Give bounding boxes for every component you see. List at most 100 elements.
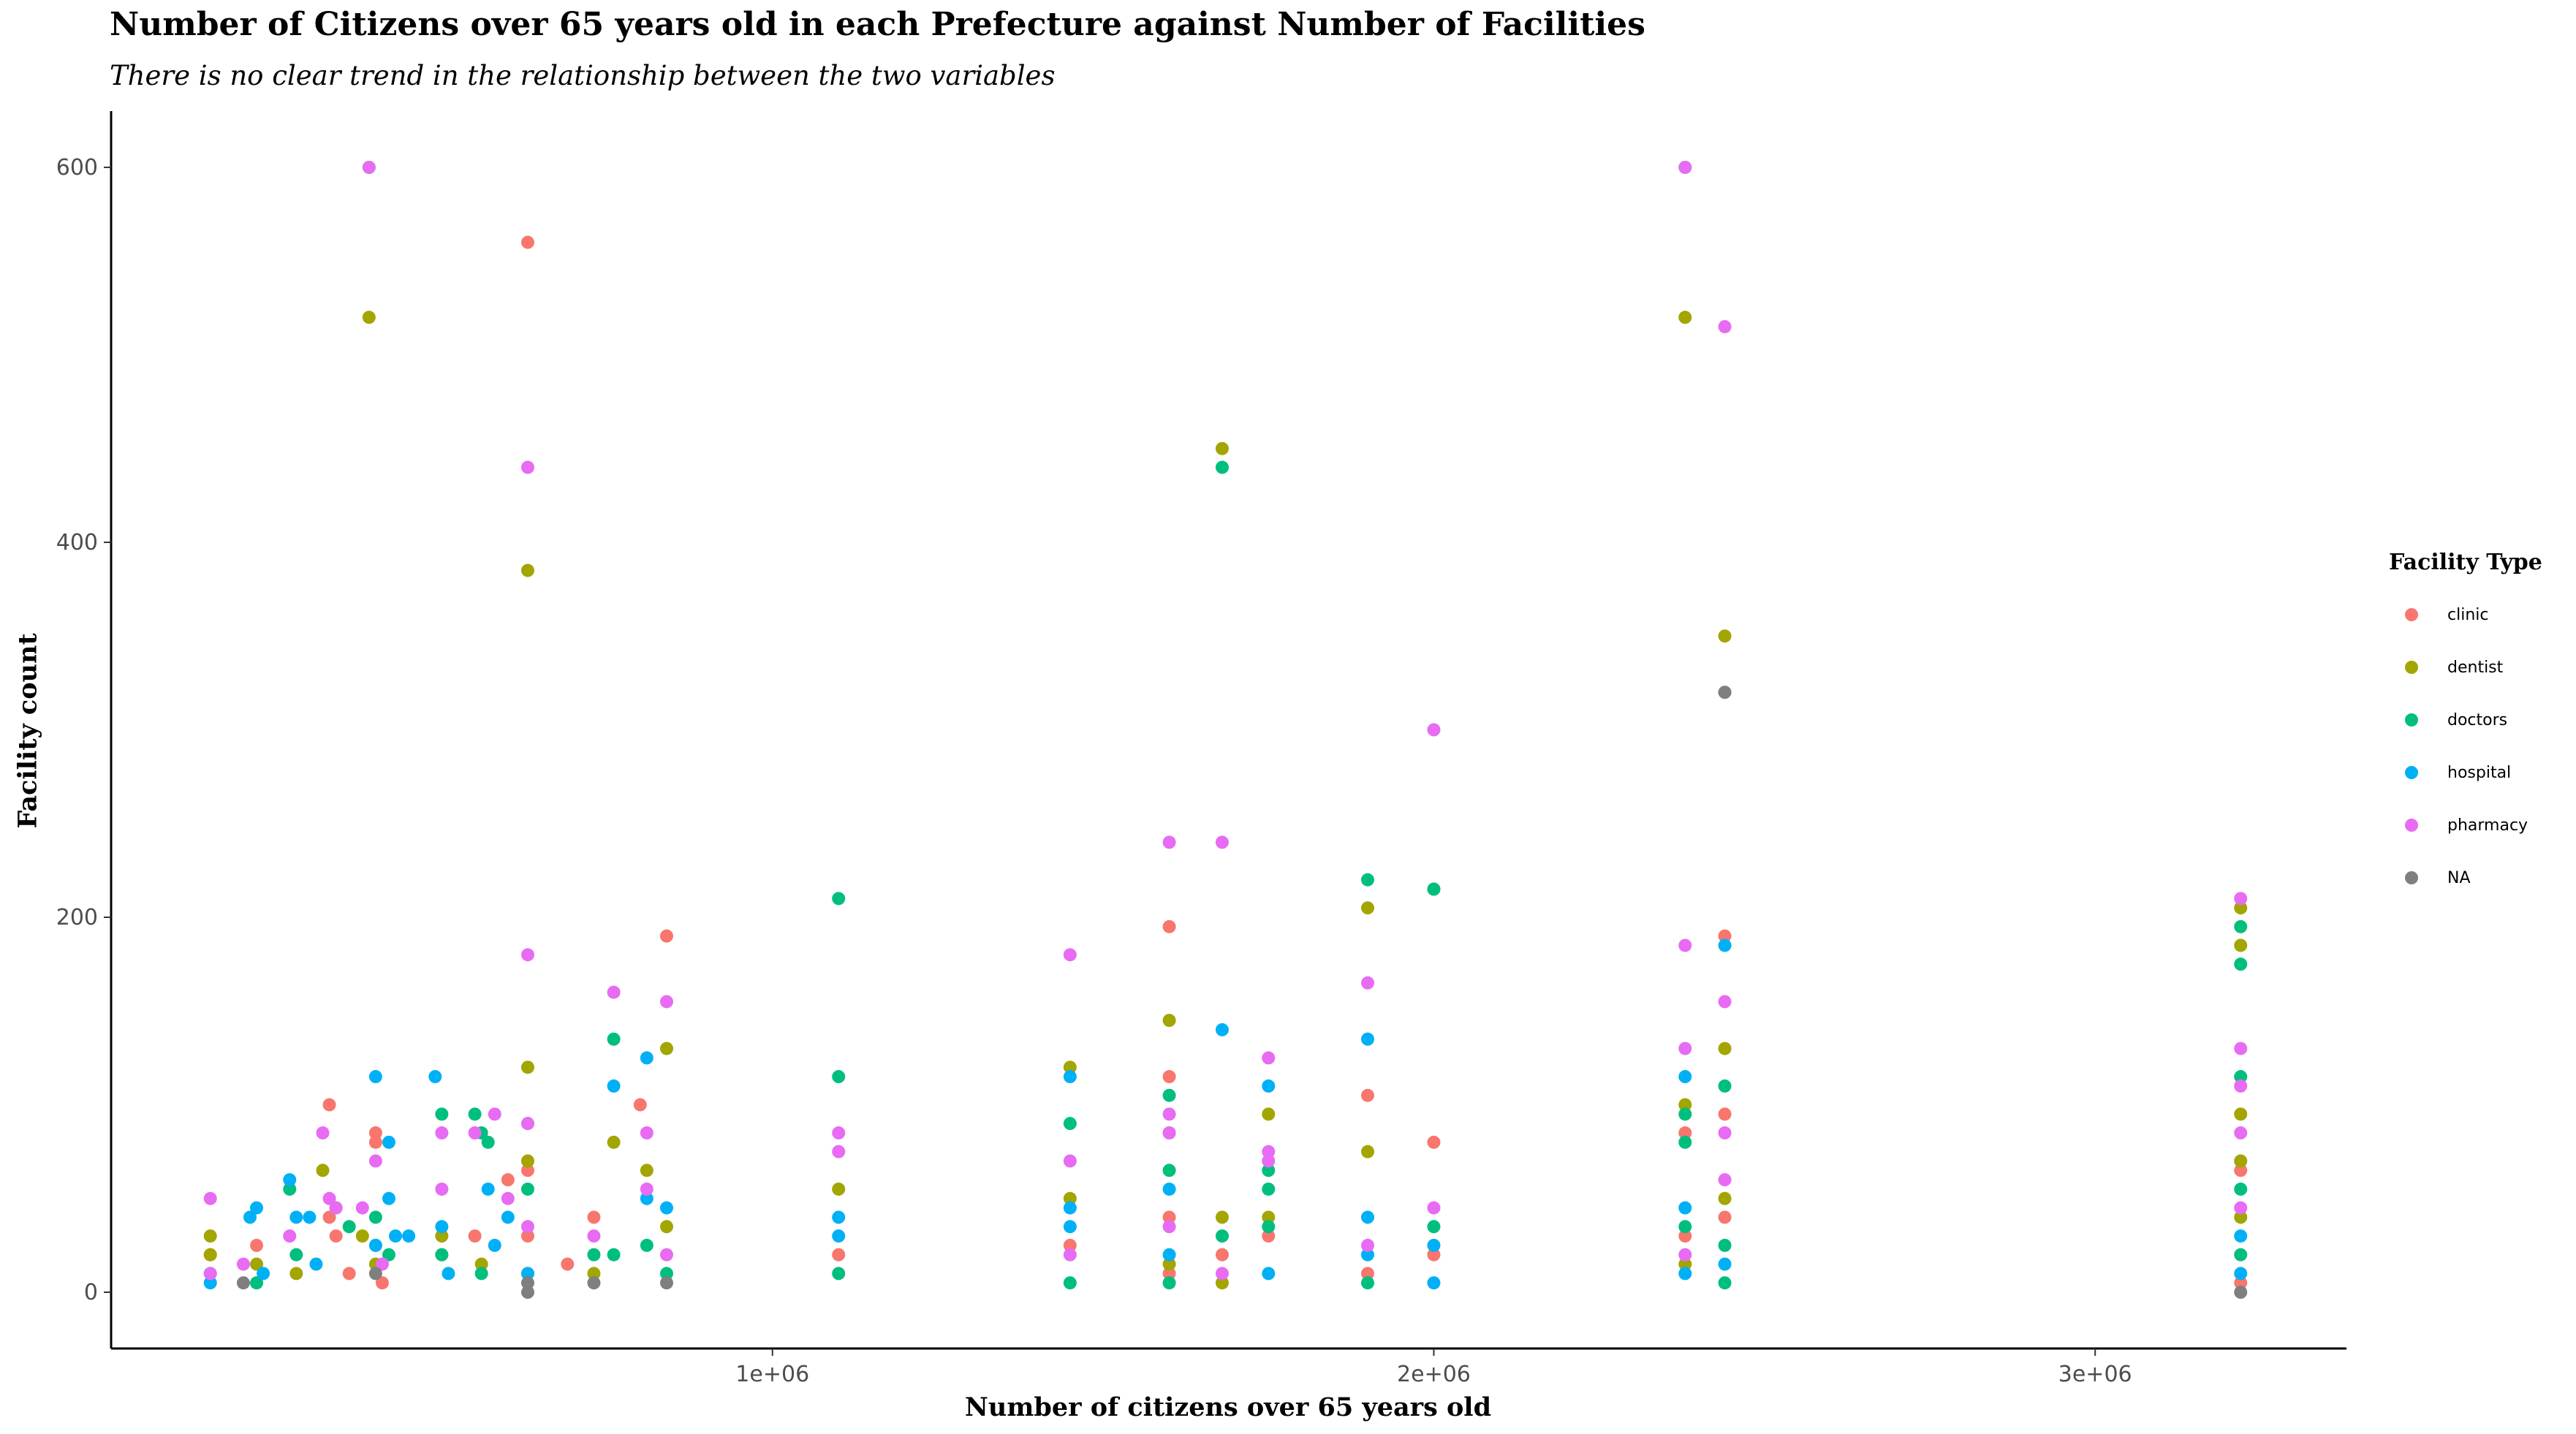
data-point-doctors [1678, 1220, 1692, 1234]
data-point-hospital [1718, 938, 1732, 952]
data-point-dentist [203, 1248, 217, 1262]
data-point-dentist [1262, 1107, 1276, 1121]
data-point-clinic [250, 1238, 264, 1252]
data-point-doctors [1262, 1182, 1276, 1196]
data-point-pharmacy [316, 1126, 330, 1140]
data-point-pharmacy [468, 1126, 482, 1140]
data-point-doctors [1162, 1276, 1176, 1290]
data-point-clinic [561, 1257, 575, 1271]
data-point-hospital [250, 1201, 264, 1215]
data-point-pharmacy [2234, 1042, 2248, 1055]
data-point-pharmacy [659, 1248, 673, 1262]
data-point-dentist [1678, 311, 1692, 325]
legend-label: doctors [2447, 710, 2508, 729]
data-point-hospital [1360, 1248, 1374, 1262]
data-point-na [587, 1276, 601, 1290]
data-point-pharmacy [2234, 1126, 2248, 1140]
data-point-pharmacy [1427, 1201, 1441, 1215]
legend-item-pharmacy: pharmacy [2389, 799, 2542, 851]
data-point-doctors [607, 1248, 621, 1262]
data-point-dentist [2234, 1107, 2248, 1121]
data-point-dentist [1718, 629, 1732, 643]
data-point-pharmacy [362, 160, 376, 174]
data-point-dentist [2234, 1154, 2248, 1168]
data-point-dentist [520, 1061, 534, 1074]
data-point-clinic [1427, 1248, 1441, 1262]
data-point-clinic [368, 1126, 382, 1140]
data-point-hospital [520, 1267, 534, 1281]
legend-item-na: NA [2389, 851, 2542, 904]
points-layer [203, 160, 2248, 1300]
data-point-pharmacy [1718, 995, 1732, 1009]
data-point-hospital [1360, 1032, 1374, 1046]
data-point-dentist [520, 1154, 534, 1168]
chart-title: Number of Citizens over 65 years old in … [110, 6, 1645, 43]
data-point-dentist [1678, 1257, 1692, 1271]
data-point-clinic [1718, 1107, 1732, 1121]
data-point-dentist [1215, 1276, 1229, 1290]
data-point-hospital [659, 1201, 673, 1215]
data-point-doctors [2234, 1182, 2248, 1196]
data-point-clinic [520, 1229, 534, 1243]
data-point-dentist [1360, 1145, 1374, 1158]
data-point-doctors [2234, 1248, 2248, 1262]
data-point-doctors [435, 1107, 449, 1121]
legend-item-clinic: clinic [2389, 588, 2542, 641]
data-point-pharmacy [1215, 835, 1229, 849]
data-point-hospital [832, 1210, 846, 1224]
data-point-clinic [1360, 1088, 1374, 1102]
data-point-pharmacy [1678, 160, 1692, 174]
data-point-na [520, 1286, 534, 1300]
legend-item-dentist: dentist [2389, 641, 2542, 694]
data-point-dentist [1063, 1061, 1077, 1074]
data-point-dentist [1162, 1257, 1176, 1271]
data-point-pharmacy [1162, 835, 1176, 849]
y-tick-label: 200 [56, 905, 98, 930]
data-point-dentist [362, 311, 376, 325]
data-point-na [2234, 1286, 2248, 1300]
data-point-hospital [1678, 1201, 1692, 1215]
data-point-dentist [474, 1257, 488, 1271]
data-point-hospital [1063, 1070, 1077, 1084]
data-point-pharmacy [1063, 1248, 1077, 1262]
data-point-dentist [1262, 1210, 1276, 1224]
data-point-doctors [1262, 1220, 1276, 1234]
data-point-pharmacy [1162, 1220, 1176, 1234]
data-point-clinic [322, 1098, 336, 1112]
data-point-dentist [289, 1267, 303, 1281]
y-tick-label: 0 [84, 1280, 98, 1305]
data-point-na [520, 1276, 534, 1290]
data-point-hospital [2234, 1267, 2248, 1281]
data-point-pharmacy [203, 1191, 217, 1205]
data-point-doctors [382, 1248, 395, 1262]
data-point-clinic [368, 1135, 382, 1149]
data-point-na [236, 1276, 250, 1290]
data-point-hospital [481, 1182, 495, 1196]
data-point-clinic [659, 929, 673, 943]
legend-key-pharmacy [2405, 819, 2418, 832]
data-point-dentist [1215, 441, 1229, 455]
data-point-pharmacy [1262, 1051, 1276, 1065]
data-point-hospital [1718, 1257, 1732, 1271]
legend: Facility Type clinic dentist doctors hospit… [2389, 550, 2542, 904]
data-point-pharmacy [1262, 1154, 1276, 1168]
data-point-hospital [640, 1191, 654, 1205]
data-point-dentist [1678, 1098, 1692, 1112]
data-point-pharmacy [640, 1182, 654, 1196]
data-point-pharmacy [203, 1267, 217, 1281]
data-point-doctors [283, 1182, 297, 1196]
data-point-clinic [1360, 1267, 1374, 1281]
data-point-pharmacy [1360, 976, 1374, 990]
data-point-dentist [355, 1229, 369, 1243]
data-point-clinic [1427, 1135, 1441, 1149]
data-point-pharmacy [659, 995, 673, 1009]
data-point-dentist [1718, 1042, 1732, 1055]
data-point-hospital [1678, 1070, 1692, 1084]
data-point-clinic [832, 1248, 846, 1262]
legend-key-dentist [2405, 661, 2418, 674]
data-point-pharmacy [488, 1107, 501, 1121]
data-point-pharmacy [1215, 1267, 1229, 1281]
data-point-clinic [1718, 1210, 1732, 1224]
data-point-pharmacy [607, 985, 621, 999]
data-point-hospital [428, 1070, 442, 1084]
